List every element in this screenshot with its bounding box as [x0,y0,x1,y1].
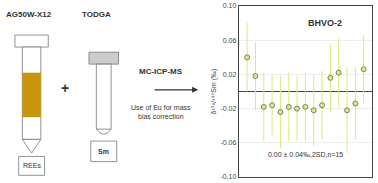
svg-text:Use of Eu for massbias correct: Use of Eu for massbias correction [131,104,191,120]
svg-text:0.10: 0.10 [223,2,237,9]
svg-text:δ¹⁵²/¹⁴⁹Sm (‰): δ¹⁵²/¹⁴⁹Sm (‰) [210,69,218,115]
svg-text:-0.10: -0.10 [220,173,236,180]
svg-text:TODGA: TODGA [82,10,111,19]
svg-text:-0.02: -0.02 [220,105,236,112]
svg-text:+: + [61,80,69,96]
svg-text:-0.06: -0.06 [220,139,236,146]
svg-text:0.02: 0.02 [223,71,237,78]
svg-text:0.06: 0.06 [223,37,237,44]
svg-text:0.00 ± 0.04‰,2SD,n=15: 0.00 ± 0.04‰,2SD,n=15 [268,151,343,158]
svg-text:Sm: Sm [98,148,109,155]
svg-text:BHVO-2: BHVO-2 [308,18,342,28]
svg-text:AG50W-X12: AG50W-X12 [6,10,52,19]
svg-text:MC-ICP-MS: MC-ICP-MS [139,67,183,76]
svg-text:REEs: REEs [23,162,41,169]
